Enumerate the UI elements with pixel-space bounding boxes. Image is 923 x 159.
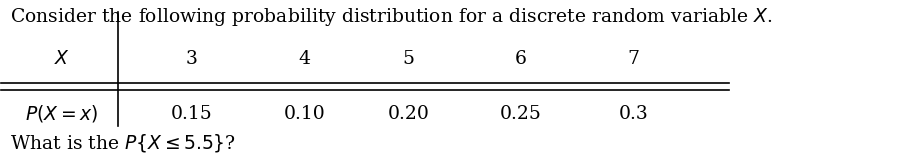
Text: 0.10: 0.10 bbox=[283, 105, 325, 123]
Text: 5: 5 bbox=[402, 50, 414, 68]
Text: $P(X=x)$: $P(X=x)$ bbox=[26, 103, 99, 124]
Text: 0.15: 0.15 bbox=[171, 105, 213, 123]
Text: 6: 6 bbox=[515, 50, 527, 68]
Text: $X$: $X$ bbox=[54, 50, 70, 68]
Text: 0.3: 0.3 bbox=[618, 105, 649, 123]
Text: Consider the following probability distribution for a discrete random variable $: Consider the following probability distr… bbox=[10, 6, 773, 28]
Text: 0.20: 0.20 bbox=[388, 105, 429, 123]
Text: 4: 4 bbox=[298, 50, 310, 68]
Text: 3: 3 bbox=[186, 50, 198, 68]
Text: 7: 7 bbox=[628, 50, 640, 68]
Text: 0.25: 0.25 bbox=[500, 105, 542, 123]
Text: What is the $P\{X \leq 5.5\}$?: What is the $P\{X \leq 5.5\}$? bbox=[10, 132, 236, 155]
